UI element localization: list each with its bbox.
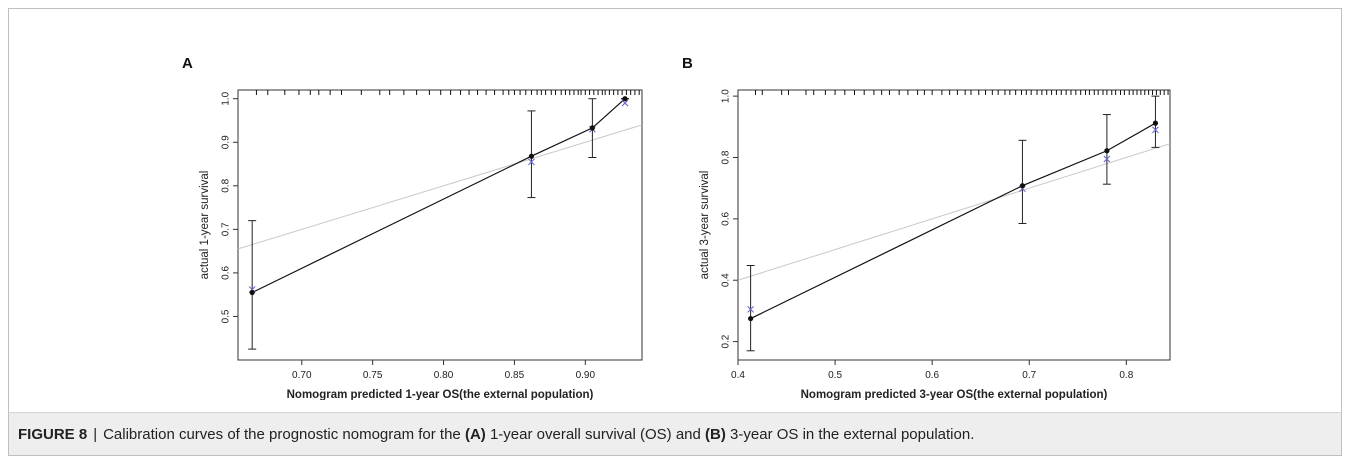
y-tick-label: 0.4: [721, 273, 732, 287]
caption-marker-b: (B): [705, 425, 726, 443]
observed-point: [249, 289, 255, 296]
observed-point: [1104, 148, 1110, 154]
y-tick-label: 0.6: [221, 266, 232, 280]
marker-stroke: [1103, 155, 1111, 163]
observed-point: [748, 315, 754, 322]
calibration-chart-a: A 0.70 0.75 0.80 0.85 0.90 0.5 0.6 0.7 0.8 0.9 1.0 N…: [182, 55, 643, 400]
x-tick-label: 0.6: [925, 370, 939, 381]
marker-stroke: [528, 158, 535, 166]
panel-label: A: [182, 55, 193, 72]
marker-stroke: [621, 99, 629, 107]
x-tick-label: 0.70: [292, 370, 312, 381]
y-tick-label: 1.0: [221, 91, 232, 105]
y-tick-label: 0.7: [221, 222, 232, 236]
y-axis-label: actual 3-year survival: [699, 171, 711, 280]
observed-point: [528, 153, 535, 159]
bias-corrected-marker: [1152, 126, 1159, 134]
marker-stroke: [747, 305, 755, 313]
y-tick-label: 0.8: [721, 150, 732, 164]
x-tick-label: 0.85: [505, 370, 525, 381]
observed-point: [1019, 183, 1026, 189]
caption-text-2: 1-year overall survival (OS) and: [489, 425, 701, 443]
reference-line: [738, 143, 1170, 281]
bias-corrected-marker: [528, 158, 535, 166]
figure-caption: FIGURE 8 | Calibration curves of the pro…: [8, 412, 1342, 456]
calibration-chart-b: B 0.4 0.5 0.6 0.7 0.8 0.2 0.4 0.6 0.8 1.0 Nomogram …: [682, 55, 1171, 400]
caption-marker-a: (A): [464, 425, 486, 443]
x-tick-label: 0.80: [434, 370, 454, 381]
y-tick-label: 0.2: [721, 334, 732, 348]
plot-frame: [237, 89, 643, 361]
bias-corrected-marker: [621, 99, 629, 107]
x-tick-label: 0.4: [731, 370, 745, 381]
caption-separator: |: [93, 425, 98, 443]
caption-text-3: 3-year OS in the external population.: [730, 425, 975, 443]
x-tick-label: 0.7: [1022, 370, 1036, 381]
x-axis-label: Nomogram predicted 1-year OS(the externa…: [287, 389, 594, 400]
x-tick-label: 0.75: [363, 370, 383, 381]
bias-corrected-marker: [747, 305, 755, 313]
x-tick-label: 0.90: [576, 370, 596, 381]
observed-point: [589, 125, 595, 131]
observed-point: [1152, 120, 1159, 126]
observed-line: [251, 98, 626, 294]
observed-line: [750, 122, 1156, 320]
x-tick-label: 0.5: [828, 370, 842, 381]
y-tick-label: 0.5: [221, 309, 232, 323]
x-tick-label: 0.8: [1119, 370, 1133, 381]
y-tick-label: 0.9: [221, 135, 232, 149]
observed-point: [622, 96, 628, 102]
marker-stroke: [1152, 126, 1159, 134]
panel-label: B: [682, 55, 693, 72]
plot-frame: [737, 89, 1171, 361]
y-tick-label: 0.8: [221, 178, 232, 192]
y-tick-label: 1.0: [721, 89, 732, 103]
x-axis-label: Nomogram predicted 3-year OS(the externa…: [801, 389, 1108, 400]
caption-label: FIGURE 8: [18, 425, 88, 443]
caption-text-1: Calibration curves of the prognostic nom…: [103, 425, 461, 443]
reference-line: [238, 124, 642, 250]
y-axis-label: actual 1-year survival: [199, 171, 211, 280]
bias-corrected-marker: [1103, 155, 1111, 163]
y-tick-label: 0.6: [721, 211, 732, 225]
